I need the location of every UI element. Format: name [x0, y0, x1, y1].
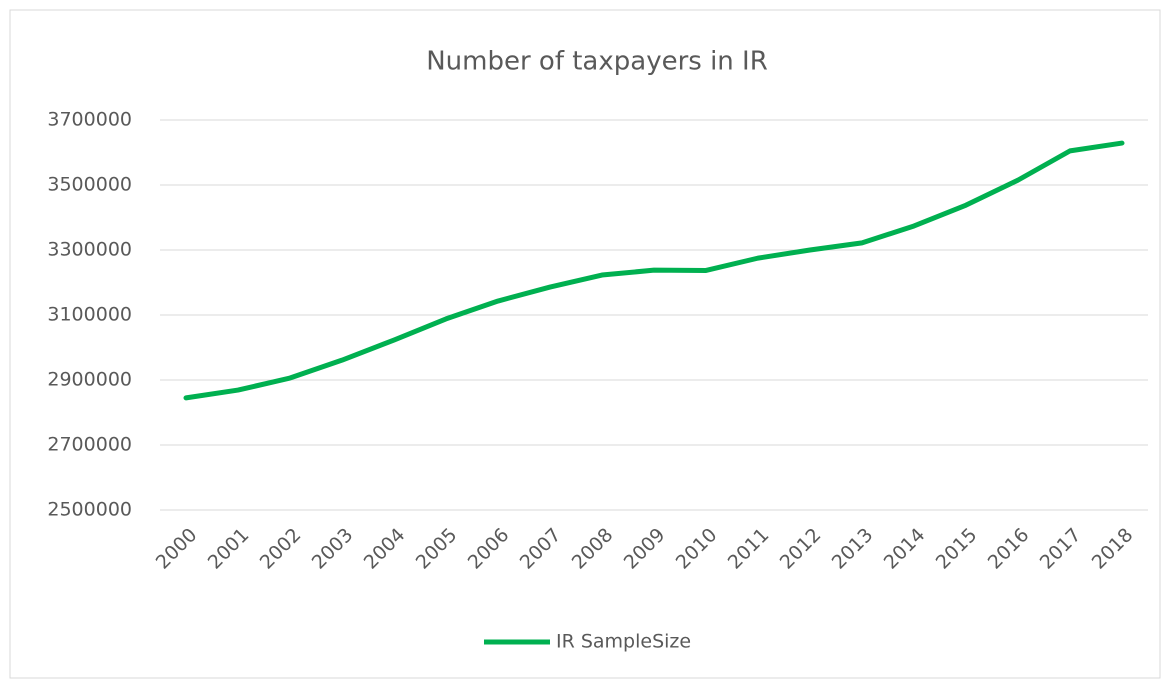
chart-title: Number of taxpayers in IR: [426, 47, 768, 77]
y-tick-label: 3500000: [47, 174, 132, 196]
y-tick-label: 2700000: [47, 434, 132, 456]
y-tick-label: 3300000: [47, 239, 132, 261]
legend-label: IR SampleSize: [556, 631, 691, 653]
y-tick-label: 2900000: [47, 369, 132, 391]
y-tick-label: 3700000: [47, 109, 132, 131]
chart-border: [9, 9, 1161, 679]
line-series: [183, 140, 1125, 401]
y-tick-label: 2500000: [47, 499, 132, 521]
y-tick-label: 3100000: [47, 304, 132, 326]
